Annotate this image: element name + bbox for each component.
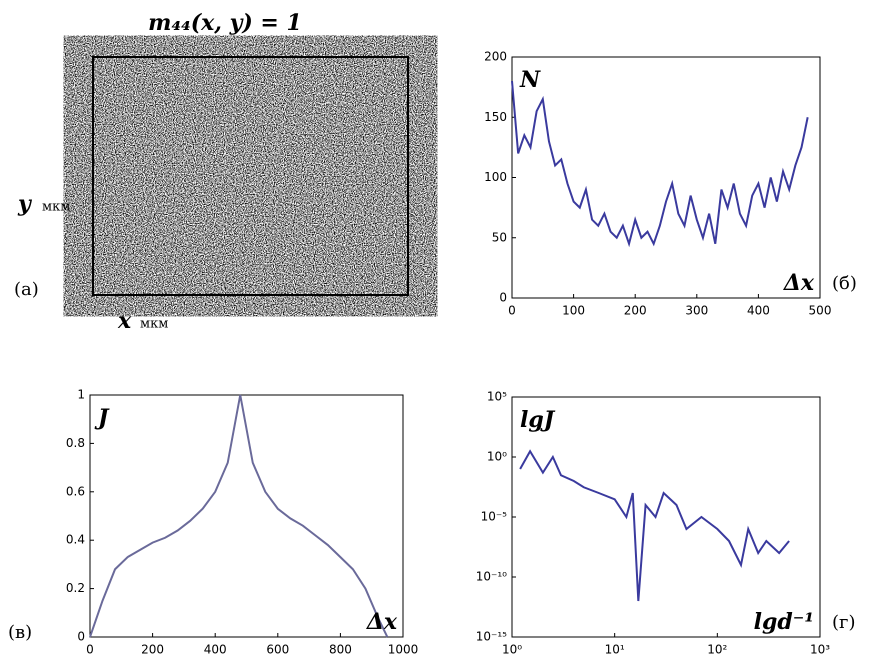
y-tick-label: 0 — [499, 291, 507, 305]
chart-title: lgJ — [520, 407, 556, 433]
y-tick-label: 10⁻¹⁵ — [476, 630, 507, 644]
chart-title: J — [94, 405, 110, 431]
x-axis-label: Δx — [783, 270, 815, 296]
x-axis-label: Δx — [366, 609, 398, 635]
y-tick-label: 100 — [484, 170, 507, 184]
y-tick-label: 10⁵ — [487, 390, 507, 404]
panel-tag: (в) — [8, 622, 32, 643]
y-unit: мкм — [42, 200, 70, 215]
y-tick-label: 150 — [484, 110, 507, 124]
figure: m₄₄(x, y) = 1 y мкм x мкм (а) 0100200300… — [0, 0, 885, 666]
chart-title: N — [519, 67, 541, 93]
x-tick-label: 0 — [508, 304, 516, 318]
plot-frame — [512, 397, 820, 637]
y-label: y — [17, 191, 33, 217]
x-label: x — [117, 308, 132, 334]
y-tick-label: 0.2 — [66, 581, 85, 595]
x-tick-label: 10¹ — [605, 643, 625, 657]
x-unit: мкм — [140, 317, 168, 332]
x-tick-label: 10³ — [810, 643, 830, 657]
y-tick-label: 50 — [492, 230, 507, 244]
y-tick-label: 0.4 — [66, 533, 85, 547]
panel-tag: (г) — [832, 612, 855, 633]
x-axis-label: lgd⁻¹ — [754, 609, 814, 635]
x-tick-label: 400 — [204, 643, 227, 657]
y-tick-label: 10⁻¹⁰ — [476, 570, 507, 584]
x-tick-label: 10⁰ — [502, 643, 522, 657]
data-line — [512, 81, 808, 244]
y-tick-label: 0.8 — [66, 436, 85, 450]
data-line — [520, 451, 789, 601]
image-title: m₄₄(x, y) = 1 — [148, 10, 302, 36]
y-tick-label: 0.6 — [66, 484, 85, 498]
plot-frame — [512, 57, 820, 298]
x-tick-label: 400 — [747, 304, 770, 318]
x-tick-label: 0 — [86, 643, 94, 657]
x-tick-label: 1000 — [388, 643, 419, 657]
x-tick-label: 10² — [707, 643, 727, 657]
x-tick-label: 800 — [329, 643, 352, 657]
x-tick-label: 500 — [809, 304, 832, 318]
data-line — [90, 395, 387, 637]
x-tick-label: 200 — [624, 304, 647, 318]
y-tick-label: 1 — [77, 388, 85, 402]
y-tick-label: 0 — [77, 630, 85, 644]
panel-tag: (б) — [832, 273, 857, 294]
x-tick-label: 600 — [266, 643, 289, 657]
image-texture — [95, 59, 406, 293]
y-tick-label: 200 — [484, 50, 507, 64]
x-tick-label: 100 — [562, 304, 585, 318]
y-tick-label: 10⁰ — [487, 450, 507, 464]
y-tick-label: 10⁻⁵ — [481, 510, 508, 524]
x-tick-label: 200 — [141, 643, 164, 657]
x-tick-label: 300 — [685, 304, 708, 318]
panel-tag: (а) — [14, 279, 39, 300]
